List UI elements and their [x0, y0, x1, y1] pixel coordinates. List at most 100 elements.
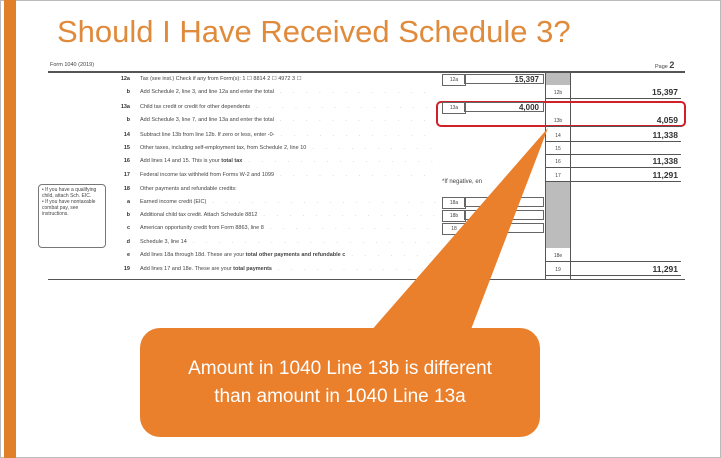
line-number: 19	[123, 266, 130, 272]
row-rule	[545, 181, 681, 182]
shaded-cell	[545, 182, 570, 248]
form-header-right: Page 2	[655, 60, 674, 70]
line-description: Tax (see inst.) Check if any from Form(s…	[140, 76, 436, 83]
inner-line-label: 13a	[442, 102, 466, 114]
description-bold: total tax	[221, 158, 243, 164]
right-line-label: 15	[555, 146, 561, 152]
right-line-amount: 4,059	[656, 115, 678, 125]
line-number: 16	[123, 158, 130, 164]
inner-line-amount: 4,000	[464, 102, 544, 112]
leader-dots: . . . . . . . . . . . . . . . . . . . . …	[212, 199, 436, 205]
inner-line-label: 12a	[442, 74, 466, 86]
right-line-label: 16	[555, 159, 561, 165]
line-number: a	[126, 199, 130, 205]
leader-dots: . . . . . . . . . . . . . . . . . . . . …	[269, 225, 436, 231]
line-number: 17	[123, 172, 130, 178]
line-description: Additional child tax credit. Attach Sche…	[140, 212, 436, 219]
leader-dots: . . . . . . . . . . . . . . . . . . . . …	[312, 145, 436, 151]
line-number: b	[126, 117, 130, 123]
column-rule	[570, 73, 571, 280]
description-text: Child tax credit or credit for other dep…	[140, 104, 251, 110]
leader-dots: . . . . . . . . . . . . . . . . . . . . …	[256, 104, 436, 110]
callout-text: Amount in 1040 Line 13b is different	[188, 357, 492, 379]
line-description: Add lines 14 and 15. This is your total …	[140, 158, 436, 165]
right-line-amount: 11,291	[652, 170, 678, 180]
inner-line-label: 18b	[442, 210, 466, 222]
right-line-label: 17	[555, 173, 561, 179]
description-text: Add lines 14 and 15. This is your	[140, 158, 222, 164]
description-text: Add lines 17 and 18e. These are your	[140, 266, 234, 272]
leader-dots: . . . . . . . . . . . . . . . . . . . . …	[280, 132, 436, 138]
slide-title: Should I Have Received Schedule 3?	[57, 14, 571, 49]
description-text: Additional child tax credit. Attach Sche…	[140, 212, 258, 218]
line-description: Add Schedule 2, line 3, and line 12a and…	[140, 89, 436, 96]
column-rule	[545, 73, 546, 280]
row-rule	[545, 275, 681, 276]
line-number: d	[126, 239, 130, 245]
negative-note: *If negative, en	[442, 179, 483, 185]
description-text: Federal income tax withheld from Forms W…	[140, 172, 275, 178]
right-line-label: 14	[555, 133, 561, 139]
page-label: Page	[655, 64, 668, 70]
description-text: Add Schedule 3, line 7, and line 13a and…	[140, 117, 274, 123]
right-line-label: 12b	[553, 90, 563, 96]
description-text: Other payments and refundable credits:	[140, 186, 237, 192]
description-text: Subtract line 13b from line 12b. If zero…	[140, 132, 275, 138]
right-line-amount: 11,338	[652, 156, 678, 166]
accent-bar	[4, 0, 16, 458]
line-description: Other taxes, including self-employment t…	[140, 145, 436, 152]
description-text: Earned income credit (EIC)	[140, 199, 207, 205]
right-line-amount: 11,338	[652, 130, 678, 140]
description-text: Add Schedule 2, line 3, and line 12a and…	[140, 89, 274, 95]
right-line-label: 18e	[553, 253, 563, 259]
right-line-amount: 11,291	[652, 264, 678, 274]
row-rule	[545, 261, 681, 262]
callout-text: than amount in 1040 Line 13a	[214, 385, 466, 407]
side-note: • If you have nontaxable combat pay, see…	[42, 199, 96, 217]
description-bold: total payments	[233, 266, 272, 272]
description-text: Tax (see inst.) Check if any from Form(s…	[140, 76, 302, 82]
line-number: b	[126, 212, 130, 218]
leader-dots: . . . . . . . . . . . . . . . . . . . . …	[248, 158, 436, 164]
line-number: 12a	[120, 76, 130, 82]
leader-dots: . . . . . . . . . . . . . . . . . . . . …	[280, 172, 436, 178]
form-header-left: Form 1040 (2019)	[50, 62, 95, 68]
footer-rule	[48, 279, 685, 280]
right-line-label: 13b	[553, 118, 563, 124]
description-text: Other taxes, including self-employment t…	[140, 145, 307, 151]
header-rule	[48, 71, 685, 73]
description-text: Add lines 18a through 18d. These are you…	[140, 252, 246, 258]
line-description: Schedule 3, line 14 . . . . . . . . . . .…	[140, 239, 436, 246]
row-rule	[545, 167, 681, 168]
leader-dots: . . . . . . . . . . . . . . . . . . . . …	[351, 252, 436, 258]
line-description: Other payments and refundable credits:	[140, 186, 436, 193]
line-description: Federal income tax withheld from Forms W…	[140, 172, 436, 179]
inner-line-amount: 15,397	[464, 74, 544, 84]
line-number: 13a	[120, 104, 130, 110]
leader-dots: . . . . . . . . . . . . . . . . . . . . …	[263, 212, 436, 218]
line-number: e	[126, 252, 130, 258]
line-description: Add Schedule 3, line 7, and line 13a and…	[140, 117, 436, 124]
callout-pointer-shape	[370, 128, 548, 332]
line-description: American opportunity credit from Form 88…	[140, 225, 436, 232]
leader-dots: . . . . . . . . . . . . . . . . . . . . …	[277, 266, 436, 272]
callout-box: Amount in 1040 Line 13b is different tha…	[140, 328, 540, 437]
side-note-box: • If you have a qualifying child, attach…	[38, 184, 106, 248]
right-line-amount: 15,397	[652, 87, 678, 97]
right-line-label: 19	[555, 267, 561, 273]
line-number: 14	[123, 132, 130, 138]
leader-dots: . . . . . . . . . . . . . . . . . . . . …	[279, 89, 436, 95]
line-description: Subtract line 13b from line 12b. If zero…	[140, 132, 436, 139]
line-number: c	[126, 225, 130, 231]
leader-dots: . . . . . . . . . . . . . . . . . . . . …	[279, 117, 436, 123]
line-description: Child tax credit or credit for other dep…	[140, 104, 436, 111]
line-description: Add lines 18a through 18d. These are you…	[140, 252, 436, 259]
row-rule	[545, 126, 681, 127]
row-rule	[545, 98, 681, 99]
line-number: b	[126, 89, 130, 95]
row-rule	[545, 141, 681, 142]
row-rule	[545, 154, 681, 155]
line-description: Add lines 17 and 18e. These are your tot…	[140, 266, 436, 273]
line-number: 18	[123, 186, 130, 192]
